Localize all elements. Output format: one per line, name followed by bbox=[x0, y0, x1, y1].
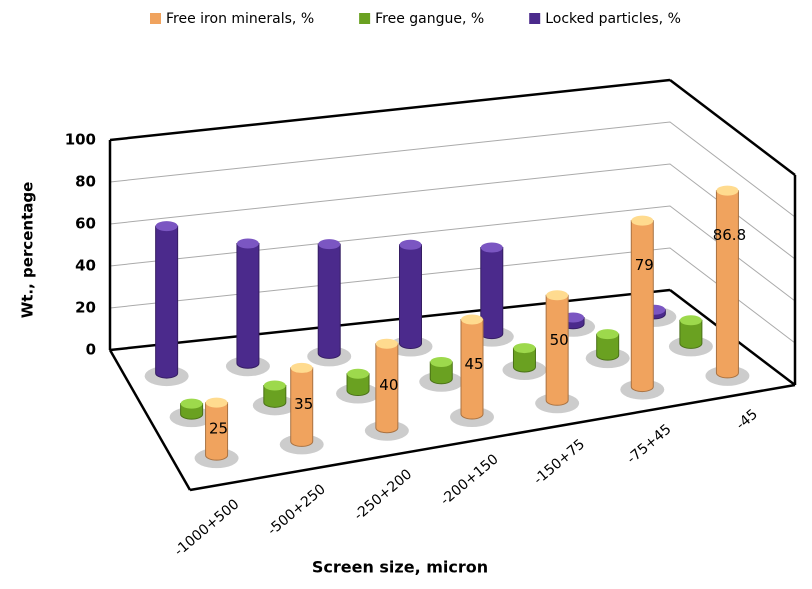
grid-line bbox=[109, 121, 796, 218]
bar-cap bbox=[596, 329, 619, 340]
axis-line bbox=[669, 79, 796, 176]
x-tick-label: -500+250 bbox=[265, 481, 329, 538]
bar-cap bbox=[430, 356, 453, 367]
bar-cap bbox=[180, 398, 203, 409]
legend-label: Locked particles, % bbox=[545, 11, 681, 27]
y-tick-label: 0 bbox=[86, 341, 96, 359]
bar bbox=[630, 220, 654, 393]
bar-cap bbox=[263, 380, 286, 391]
bar bbox=[317, 243, 341, 359]
bar bbox=[346, 373, 370, 396]
y-tick-label: 60 bbox=[75, 215, 96, 233]
legend-swatch bbox=[150, 13, 161, 24]
axis-line bbox=[108, 349, 192, 491]
legend-label: Free gangue, % bbox=[375, 11, 484, 27]
bar-cap bbox=[631, 215, 654, 226]
x-tick-label: -150+75 bbox=[531, 436, 588, 488]
bar bbox=[480, 247, 504, 340]
data-label: 79 bbox=[635, 256, 654, 274]
bar bbox=[399, 244, 422, 349]
data-label: 86.8 bbox=[713, 226, 746, 244]
axis-line bbox=[109, 78, 671, 142]
bar-cap bbox=[290, 362, 313, 373]
x-tick-label: -75+45 bbox=[624, 421, 674, 467]
legend-label: Free iron minerals, % bbox=[166, 11, 314, 27]
grid-line bbox=[109, 79, 796, 176]
x-tick-label: -250+200 bbox=[351, 466, 415, 523]
y-tick-label: 20 bbox=[75, 299, 96, 317]
bar bbox=[429, 361, 453, 385]
data-label: 50 bbox=[550, 331, 569, 349]
bar-cap bbox=[399, 239, 422, 250]
bar-cap bbox=[375, 338, 398, 349]
bar bbox=[596, 333, 620, 361]
bar-cap bbox=[461, 314, 483, 325]
legend-swatch bbox=[359, 13, 371, 24]
data-label: 40 bbox=[379, 376, 398, 394]
bar-cap bbox=[318, 239, 341, 250]
bar-cap bbox=[155, 221, 178, 232]
y-tick-label: 80 bbox=[75, 173, 96, 191]
bar-cap bbox=[716, 185, 739, 196]
bar bbox=[290, 367, 314, 447]
bar-cap bbox=[236, 238, 259, 249]
data-label: 45 bbox=[464, 355, 483, 373]
grid-line bbox=[109, 163, 796, 260]
axis-line bbox=[109, 288, 671, 352]
bar bbox=[512, 347, 536, 373]
bar bbox=[263, 385, 287, 408]
bar bbox=[205, 402, 229, 461]
x-tick-label: -45 bbox=[733, 406, 761, 433]
legend-swatch bbox=[529, 13, 541, 24]
bar-cap bbox=[205, 397, 228, 408]
bar bbox=[460, 319, 484, 420]
bar-cap bbox=[480, 242, 503, 253]
bar-cap bbox=[546, 290, 569, 301]
grid-line bbox=[109, 205, 796, 302]
y-axis-title: Wt., percentage bbox=[19, 182, 37, 319]
bar bbox=[236, 243, 260, 369]
bar bbox=[679, 319, 703, 349]
x-axis-title: Screen size, micron bbox=[312, 558, 488, 577]
bar bbox=[715, 190, 739, 379]
grid-line bbox=[109, 247, 796, 344]
bar-cap bbox=[513, 343, 536, 354]
x-tick-label: -1000+500 bbox=[171, 496, 242, 559]
data-label: 25 bbox=[209, 419, 228, 437]
bar bbox=[155, 225, 179, 379]
y-tick-label: 40 bbox=[75, 257, 96, 275]
y-tick-label: 100 bbox=[65, 131, 96, 149]
bar bbox=[375, 343, 399, 434]
bar-cap bbox=[679, 315, 702, 326]
x-tick-label: -200+150 bbox=[438, 451, 502, 508]
data-label: 35 bbox=[294, 395, 313, 413]
bar-cap bbox=[347, 368, 370, 379]
bar bbox=[545, 294, 569, 406]
axis-line bbox=[189, 383, 796, 492]
